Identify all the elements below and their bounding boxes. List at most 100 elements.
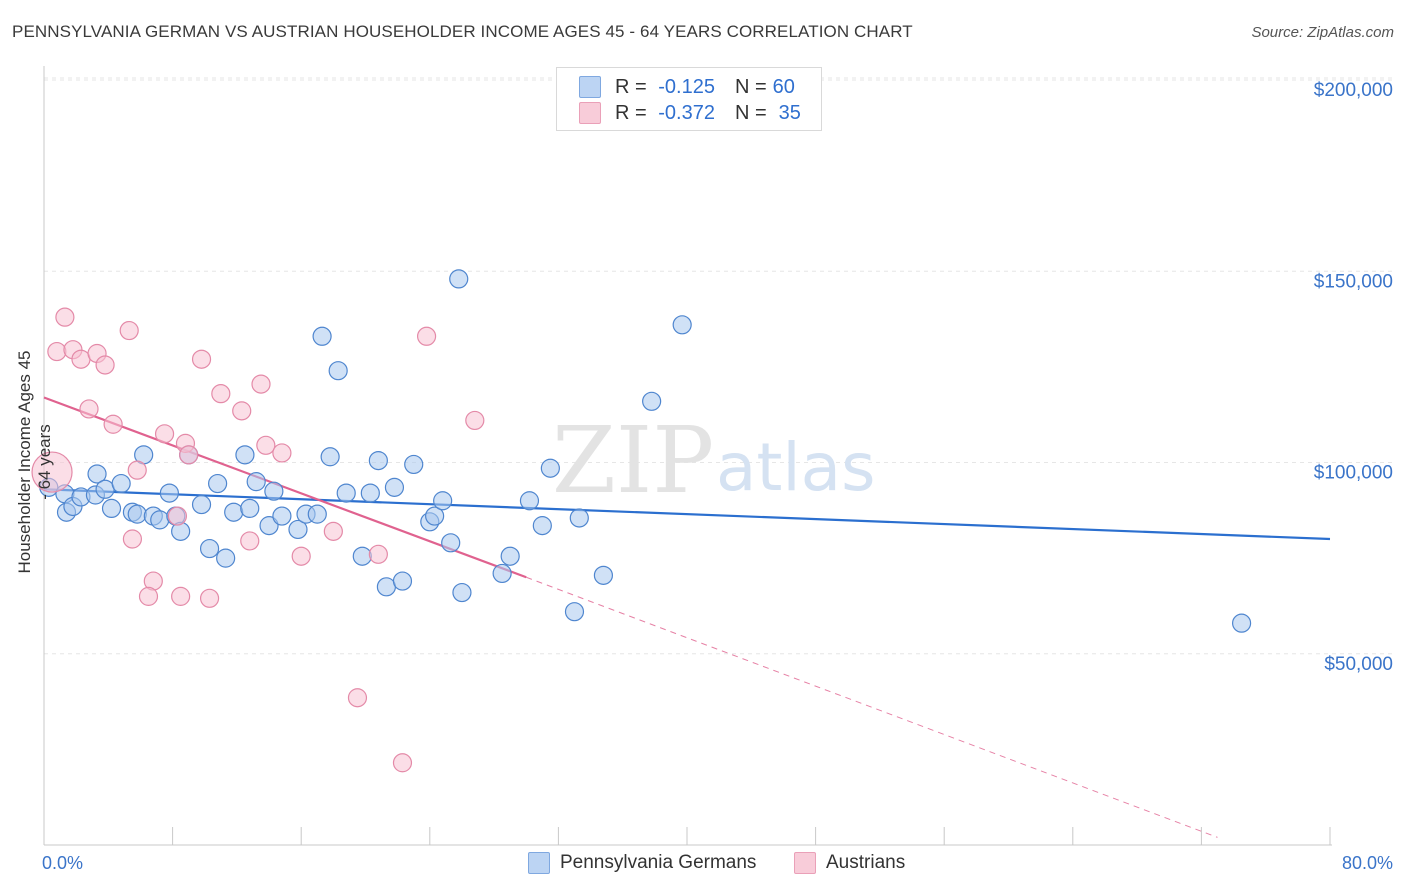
point-pg-23 [224,502,244,522]
point-at-25 [256,435,276,455]
point-at-14 [154,424,175,444]
point-pg-6 [87,464,107,484]
y-axis-label: Householder Income Ages 45 - 64 years [15,350,54,574]
point-pg-11 [127,504,147,524]
point-pg-56 [569,508,589,528]
point-pg-57 [593,565,614,585]
point-pg-49 [449,269,469,289]
legend-item-austrians: Austrians [794,852,905,874]
stats-legend-row-pg: R = -0.125 N = 60 [579,75,795,99]
point-pg-27 [259,516,279,536]
stats-legend: R = -0.125 N = 60 R = -0.372 N = 35 [556,67,822,131]
point-pg-37 [352,546,372,566]
point-pg-29 [272,506,292,526]
point-at-21 [211,384,231,404]
point-pg-34 [320,447,340,467]
trend-line-dashed-1 [526,576,1218,838]
point-at-26 [272,443,292,463]
legend-item-pennsylvania-germans: Pennsylvania Germans [528,852,756,874]
point-pg-30 [288,519,308,540]
y-tick-label-0: $50,000 [1324,654,1393,675]
point-at-23 [240,531,260,551]
point-pg-59 [672,315,692,335]
point-at-24 [251,374,271,394]
point-at-32 [416,326,437,346]
point-pg-33 [312,326,332,346]
point-pg-19 [191,494,212,515]
point-pg-50 [492,563,512,584]
grid-lines [44,77,1395,655]
pg-swatch [579,76,601,98]
point-pg-43 [404,454,424,475]
point-pg-25 [240,498,260,518]
point-at-18 [179,445,199,465]
trend-line-0 [43,488,1331,541]
point-pg-36 [336,483,356,503]
legend-swatch-at [794,852,816,874]
legend-label-pg: Pennsylvania Germans [560,852,757,873]
pg-r-value: -0.125 [658,75,715,98]
point-pg-47 [441,533,461,553]
point-pg-24 [235,445,255,465]
point-pg-42 [392,571,413,591]
watermark-zip: ZIP [552,407,714,514]
point-at-31 [392,753,413,773]
point-at-29 [347,688,368,708]
point-pg-46 [433,491,453,511]
point-pg-39 [368,450,388,471]
point-pg-48 [452,582,472,603]
axes [43,66,1332,846]
chart-title: PENNSYLVANIA GERMAN VS AUSTRIAN HOUSEHOL… [12,22,913,41]
point-pg-15 [159,483,179,503]
point-pg-7 [95,479,115,499]
at-r-value: -0.372 [658,101,715,124]
point-pg-60 [1231,613,1252,633]
pg-n-label: N = [734,75,767,98]
point-at-15 [167,506,188,526]
point-pg-35 [328,361,348,381]
point-at-28 [323,521,343,541]
point-at-5 [79,399,99,419]
point-pg-41 [384,477,405,497]
at-r-label: R = [615,101,647,124]
point-pg-9 [111,473,131,494]
point-at-10 [122,529,143,549]
point-at-27 [291,546,311,566]
point-pg-51 [500,546,520,566]
point-pg-22 [216,548,236,568]
tick-labels: $50,000 $100,000 $150,000 $200,000 0.0% 80.0% [42,80,1393,873]
at-swatch [579,102,601,124]
at-n-value: 35 [778,101,801,124]
point-at-4 [71,349,91,369]
point-at-22 [232,401,252,421]
point-at-30 [368,544,388,564]
point-pg-28 [264,481,284,501]
point-pg-32 [307,504,327,524]
chart-source: Source: ZipAtlas.com [1251,24,1394,41]
point-pg-38 [360,483,380,503]
point-at-33 [465,410,485,431]
point-at-11 [127,460,147,480]
pg-r-label: R = [615,75,647,98]
stats-legend-row-at: R = -0.372 N = 35 [579,101,801,125]
pg-n-value: 60 [772,75,795,98]
watermark-atlas: atlas [716,429,876,506]
legend-swatch-pg [528,852,550,874]
data-points [31,269,1252,773]
at-n-label: N = [734,101,767,124]
point-at-16 [171,586,191,606]
point-pg-8 [101,498,122,518]
watermark: ZIP atlas [552,407,876,514]
point-pg-52 [519,491,540,511]
y-tick-label-3: $200,000 [1314,80,1393,101]
x-tick-label-0: 0.0% [42,853,83,873]
point-pg-55 [564,602,585,622]
point-pg-53 [532,516,552,536]
point-pg-54 [540,458,560,478]
point-at-20 [199,588,220,608]
point-pg-20 [199,538,220,559]
point-pg-40 [376,577,396,597]
point-pg-58 [642,391,662,411]
point-at-13 [138,586,159,606]
